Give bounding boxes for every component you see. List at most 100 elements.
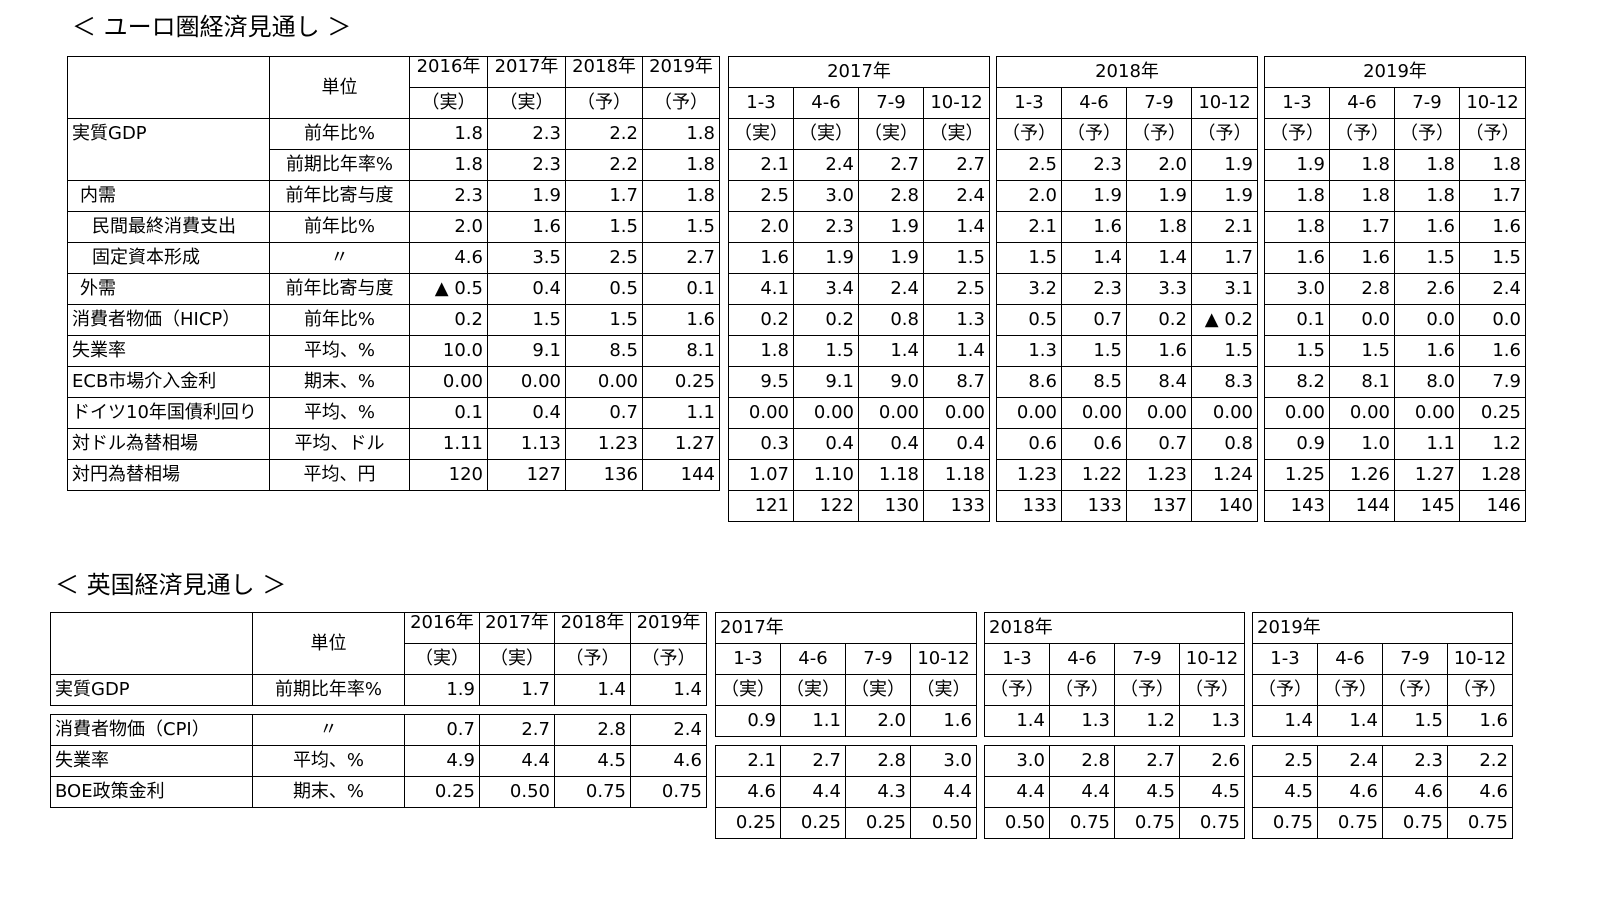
annual-status-header: （実） (487, 87, 566, 119)
quarter-value: 0.75 (1049, 807, 1115, 839)
quarter-header: 7-9 (1382, 643, 1448, 675)
quarter-value: 3.1 (1191, 273, 1258, 305)
quarter-value: 1.3 (996, 335, 1062, 367)
annual-status-header: （予） (554, 643, 631, 675)
quarter-value: 0.00 (1061, 397, 1127, 429)
quarter-value: 1.4 (1317, 705, 1383, 737)
quarter-status-header: （予） (1459, 118, 1526, 150)
quarter-status-header: （予） (1061, 118, 1127, 150)
row-label: 実質GDP (67, 118, 270, 150)
annual-value: ▲ 0.5 (409, 273, 488, 305)
annual-value: 0.00 (487, 366, 566, 398)
q-header-row-status: （実） （実） （実） （実） (715, 674, 977, 706)
quarter-value: 122 (793, 490, 859, 522)
row-unit: 期末、% (269, 366, 410, 398)
quarter-value: 9.5 (728, 366, 794, 398)
annual-value: 4.4 (479, 745, 555, 777)
quarter-status-header: （予） (1394, 118, 1460, 150)
quarter-value: 2.5 (1252, 745, 1318, 777)
row-label: 消費者物価（HICP） (67, 304, 270, 336)
annual-value: 1.5 (487, 304, 566, 336)
row-label: 消費者物価（CPI） (50, 714, 253, 746)
quarter-value: 1.5 (996, 242, 1062, 274)
quarter-value: 2.4 (1317, 745, 1383, 777)
quarter-value: 1.18 (923, 459, 990, 491)
quarter-value: 0.3 (728, 428, 794, 460)
quarter-value: 2.1 (715, 745, 781, 777)
annual-value: 1.8 (409, 118, 488, 150)
quarter-value: 0.00 (1126, 397, 1192, 429)
row-label: 民間最終消費支出 (67, 211, 270, 243)
quarter-value: 2.8 (845, 745, 911, 777)
quarter-value: 1.4 (984, 705, 1050, 737)
annual-value: 2.2 (565, 149, 643, 181)
quarter-value: 1.9 (1264, 149, 1330, 181)
quarter-value: 0.4 (793, 428, 859, 460)
gap-row (985, 737, 1245, 746)
quarter-value: 3.2 (996, 273, 1062, 305)
table-row: 1.8 1.8 1.8 1.7 (1264, 180, 1526, 212)
annual-value: 1.7 (479, 674, 555, 706)
quarter-value: 1.18 (858, 459, 924, 491)
quarter-header: 7-9 (1126, 87, 1192, 119)
table-row: 1.6 1.6 1.5 1.5 (1264, 242, 1526, 274)
quarter-value: 1.6 (1447, 705, 1513, 737)
row-unit: 前年比% (269, 118, 410, 150)
uk-q-table-2017-block: 2017年 1-3 4-6 7-9 10-12 （実） （実） （実） （実） 0.9 1.1 2.0… (715, 612, 977, 839)
row-unit: 平均、% (252, 745, 405, 777)
table-row: 消費者物価（CPI）〃 0.7 2.7 2.8 2.4 (50, 714, 707, 746)
gap-cell (985, 737, 1245, 746)
euro-main-body: 単位 2016年 2017年 2018年 2019年 （実） （実） （予） （予） 実質GDP 前… (67, 56, 720, 491)
quarter-value: 144 (1329, 490, 1395, 522)
quarter-status-header: （実） (793, 118, 859, 150)
quarter-value: 1.23 (996, 459, 1062, 491)
quarter-value: 0.5 (996, 304, 1062, 336)
annual-value: 2.3 (487, 118, 566, 150)
q-header-row-year: 2018年 (984, 612, 1245, 644)
quarter-header: 10-12 (1191, 87, 1258, 119)
table-row: 2.1 1.6 1.8 2.1 (996, 211, 1258, 243)
table-row: 4.1 3.4 2.4 2.5 (728, 273, 990, 305)
annual-value: 1.6 (487, 211, 566, 243)
quarter-value: 0.00 (1394, 397, 1460, 429)
quarter-value: 1.4 (923, 211, 990, 243)
quarter-value: 9.0 (858, 366, 924, 398)
q-header-row-quarters: 1-3 4-6 7-9 10-12 (1264, 87, 1526, 119)
annual-value: 1.11 (409, 428, 488, 460)
quarter-value: 0.9 (1264, 428, 1330, 460)
quarter-value: 0.75 (1317, 807, 1383, 839)
quarter-status-header: （予） (996, 118, 1062, 150)
quarter-value: 1.8 (1329, 180, 1395, 212)
table-row: 1.5 1.4 1.4 1.7 (996, 242, 1258, 274)
quarter-status-header: （予） (984, 674, 1050, 706)
quarter-value: 4.4 (1049, 776, 1115, 808)
table-row: 2.1 2.4 2.7 2.7 (728, 149, 990, 181)
q-header-row-year: 2017年 (728, 56, 990, 88)
quarter-value: 1.6 (1126, 335, 1192, 367)
row-label: ドイツ10年国債利回り (67, 397, 270, 429)
quarter-value: 145 (1394, 490, 1460, 522)
quarter-value: 1.5 (1329, 335, 1395, 367)
quarter-header: 7-9 (858, 87, 924, 119)
quarter-status-header: （予） (1114, 674, 1180, 706)
quarter-value: 1.5 (1191, 335, 1258, 367)
quarter-value: 1.4 (858, 335, 924, 367)
quarter-value: 1.25 (1264, 459, 1330, 491)
annual-year-header: 2017年 (479, 612, 555, 644)
quarter-value: 1.8 (1329, 149, 1395, 181)
annual-value: 144 (642, 459, 720, 491)
quarter-value: 1.8 (1394, 149, 1460, 181)
quarter-header: 10-12 (1447, 643, 1513, 675)
quarter-value: 2.3 (1061, 149, 1127, 181)
quarter-value: ▲ 0.2 (1191, 304, 1258, 336)
quarter-value: 1.0 (1329, 428, 1395, 460)
row-unit: 前期比年率% (269, 149, 410, 181)
annual-value: 120 (409, 459, 488, 491)
quarter-value: 1.7 (1459, 180, 1526, 212)
quarter-header: 1-3 (715, 643, 781, 675)
table-row: 失業率 平均、% 4.9 4.4 4.5 4.6 (50, 745, 707, 777)
table-row: 133 133 137 140 (996, 490, 1258, 522)
q-header-row-status: （予） （予） （予） （予） (1252, 674, 1513, 706)
quarter-value: 1.5 (923, 242, 990, 274)
row-label: 実質GDP (50, 674, 253, 706)
